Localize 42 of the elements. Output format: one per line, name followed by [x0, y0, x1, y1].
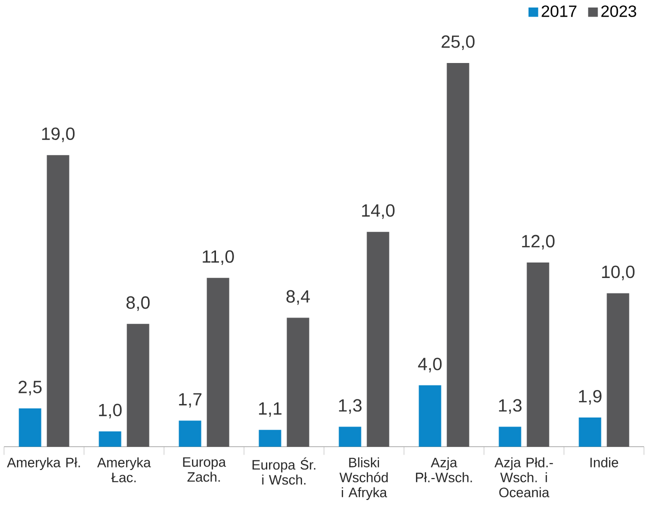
data-label: 2,5 [18, 380, 42, 396]
data-label: 8,4 [286, 290, 310, 306]
x-tick-label: Bliski Wschód i Afryka [339, 458, 388, 500]
legend-label: 2023 [601, 6, 636, 18]
data-label: 1,3 [339, 399, 362, 414]
data-label: 14,0 [362, 204, 395, 220]
bar [206, 278, 230, 447]
bar [498, 426, 522, 447]
bar [366, 232, 390, 447]
bar [286, 318, 310, 447]
x-tick-label: Europa Śr. i Wsch. [252, 458, 316, 485]
bar [526, 262, 550, 447]
data-label: 1,1 [259, 402, 282, 418]
bar [606, 293, 630, 447]
data-label: 1,3 [499, 399, 522, 414]
bar [178, 420, 202, 447]
x-tick-label: Azja Pł.-Wsch. [416, 458, 472, 483]
x-tick-label: Ameryka Pł. [6, 458, 80, 470]
bar [98, 432, 122, 447]
data-label: 8,0 [126, 296, 150, 312]
bar [126, 324, 150, 447]
data-label: 1,7 [179, 393, 202, 408]
data-label: 12,0 [522, 235, 555, 250]
x-tick-label: Ameryka Łac. [97, 458, 151, 483]
x-tick-label: Azja Płd.-Wsch. i Oceania [494, 458, 553, 498]
data-label: 4,0 [418, 358, 442, 373]
data-label: 19,0 [42, 128, 75, 142]
bar [446, 63, 470, 447]
data-label: 25,0 [442, 36, 475, 50]
x-tick-label: Europa Zach. [183, 458, 226, 482]
bar [338, 426, 362, 447]
x-tick-label: Indie [590, 458, 618, 468]
bar [18, 408, 42, 447]
bar [258, 430, 282, 447]
bar [46, 155, 70, 447]
data-label: 10,0 [602, 266, 635, 280]
data-label: 11,0 [202, 250, 234, 266]
bar [578, 418, 602, 447]
bar [418, 386, 442, 447]
legend-label: 2017 [542, 6, 576, 18]
data-label: 1,0 [99, 404, 122, 419]
data-label: 1,9 [579, 390, 602, 405]
